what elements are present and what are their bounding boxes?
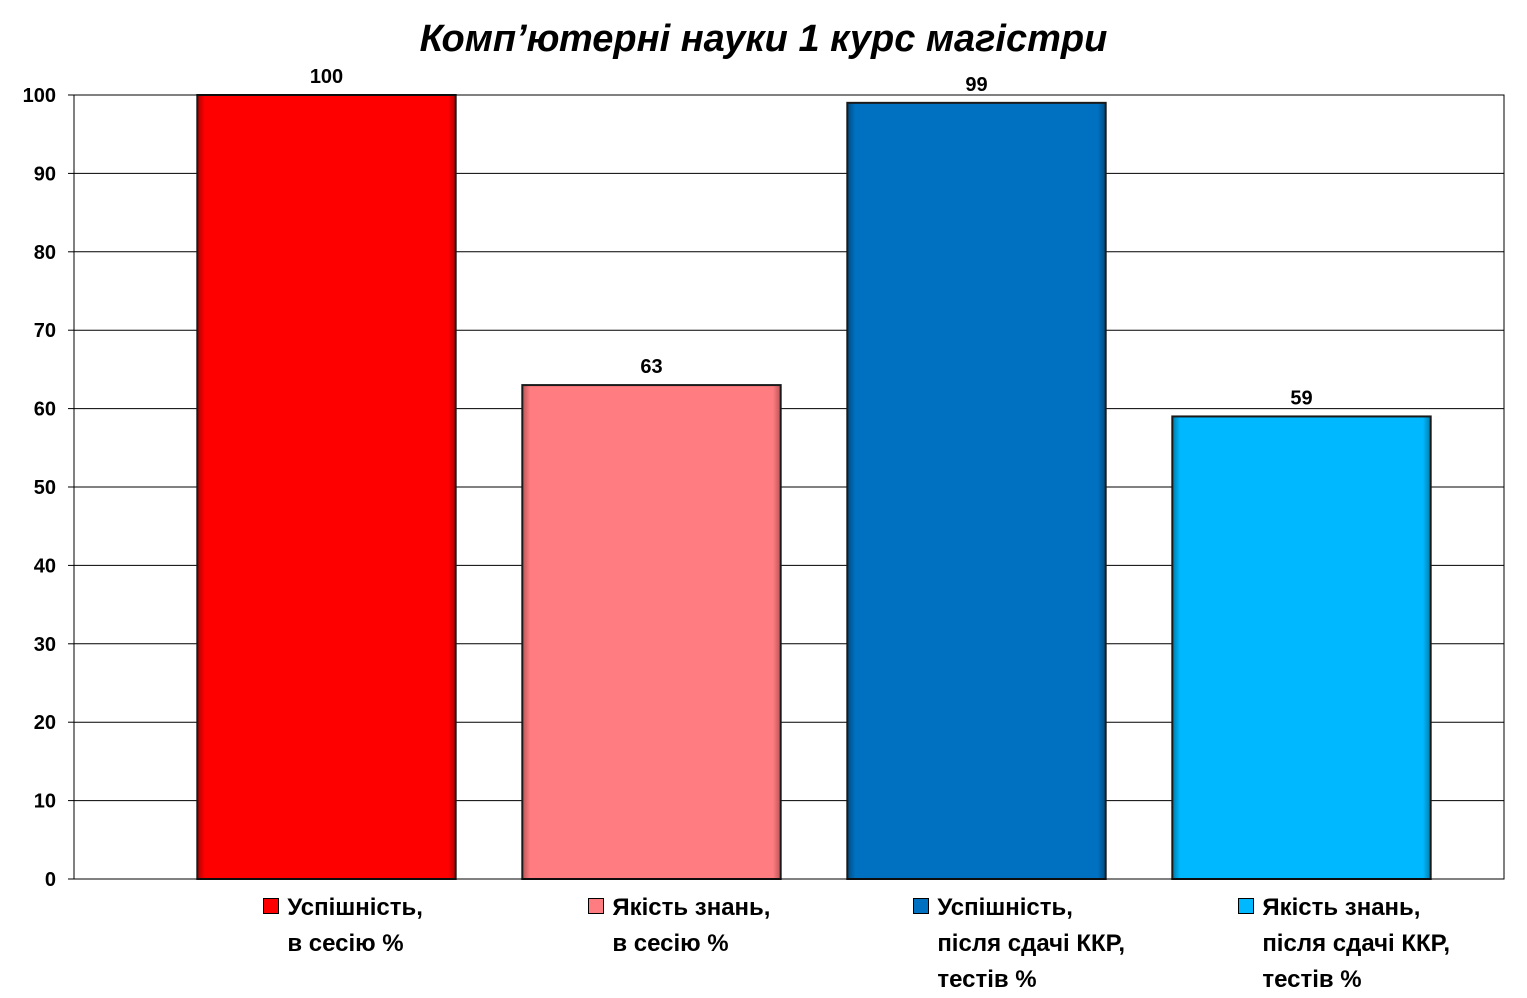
legend-label-line: в сесію % (287, 930, 404, 957)
legend-label-line: в сесію % (612, 930, 729, 957)
y-tick-label: 100 (23, 85, 56, 107)
legend-label-line: Успішність, (287, 894, 423, 921)
bar-value-label: 100 (310, 66, 343, 88)
y-tick-label: 90 (34, 163, 56, 185)
legend-item: Успішність, після сдачі ККР, тестів % (913, 890, 1125, 998)
legend-label-line: тестів % (937, 966, 1037, 993)
y-tick-label: 50 (34, 477, 56, 499)
legend-label-line: після сдачі ККР, (1262, 930, 1450, 957)
legend-item: Успішність, в сесію % (263, 890, 423, 962)
y-tick-label: 10 (34, 791, 56, 813)
legend-swatch (913, 898, 930, 914)
bar (846, 101, 1107, 880)
y-tick-label: 60 (34, 399, 56, 421)
chart-title: Комп’ютерні науки 1 курс магістри (419, 18, 1108, 60)
legend-swatch (263, 898, 280, 914)
plot-area-border (73, 94, 1505, 880)
bar (1171, 415, 1432, 880)
y-tick-label: 30 (34, 634, 56, 656)
y-tick-label: 40 (34, 555, 56, 577)
legend-swatch (588, 898, 605, 914)
y-tick-label: 70 (34, 320, 56, 342)
bar-value-label: 59 (1290, 387, 1312, 409)
y-tick-label: 0 (45, 869, 56, 891)
bar (196, 94, 457, 880)
legend-label-line: Якість знань, (1262, 894, 1421, 921)
legend-label-line: Якість знань, (612, 894, 771, 921)
legend-label: Успішність, в сесію % (287, 890, 423, 962)
legend-label-line: Успішність, (937, 894, 1073, 921)
legend-swatch (1238, 898, 1255, 914)
legend-label: Успішність, після сдачі ККР, тестів % (937, 890, 1125, 998)
bar-value-label: 99 (965, 74, 987, 96)
legend-label-line: тестів % (1262, 966, 1362, 993)
legend-item: Якість знань, після сдачі ККР, тестів % (1238, 890, 1450, 998)
bar (521, 384, 782, 880)
legend-label-line: після сдачі ККР, (937, 930, 1125, 957)
legend-label: Якість знань, в сесію % (612, 890, 770, 962)
y-tick-label: 20 (34, 712, 56, 734)
legend-label: Якість знань, після сдачі ККР, тестів % (1262, 890, 1450, 998)
y-tick-label: 80 (34, 242, 56, 264)
legend-item: Якість знань, в сесію % (588, 890, 770, 962)
bar-value-label: 63 (640, 356, 662, 378)
